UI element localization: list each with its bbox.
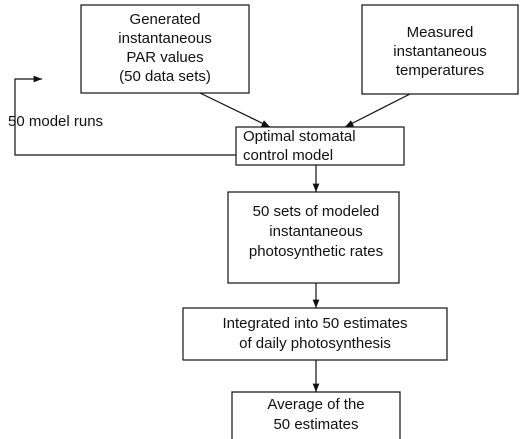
loop-label: 50 model runs: [8, 113, 103, 130]
node-label: 50 estimates: [273, 416, 358, 433]
arrow: [199, 92, 271, 128]
box: [182, 307, 448, 361]
node-label: photosynthetic rates: [249, 243, 383, 260]
loop-arrow: [14, 75, 236, 156]
node-label: Generated: [130, 11, 201, 28]
node-label: temperatures: [396, 62, 484, 79]
node-label: 50 sets of modeled: [253, 203, 380, 220]
node-label: Optimal stomatal: [243, 128, 356, 145]
arrow: [344, 93, 411, 128]
box: [361, 4, 519, 95]
node-label: Average of the: [267, 396, 364, 413]
node-label: Measured: [407, 24, 474, 41]
node-label: instantaneous: [393, 43, 486, 60]
node-label: control model: [243, 147, 333, 164]
node-label: PAR values: [126, 49, 203, 66]
node-label: Integrated into 50 estimates: [222, 315, 407, 332]
node-label: (50 data sets): [119, 68, 211, 85]
box: [227, 191, 400, 284]
node-label: of daily photosynthesis: [239, 335, 391, 352]
box: [235, 126, 405, 166]
node-label: instantaneous: [269, 223, 362, 240]
node-label: instantaneous: [118, 30, 211, 47]
box: [80, 4, 250, 94]
